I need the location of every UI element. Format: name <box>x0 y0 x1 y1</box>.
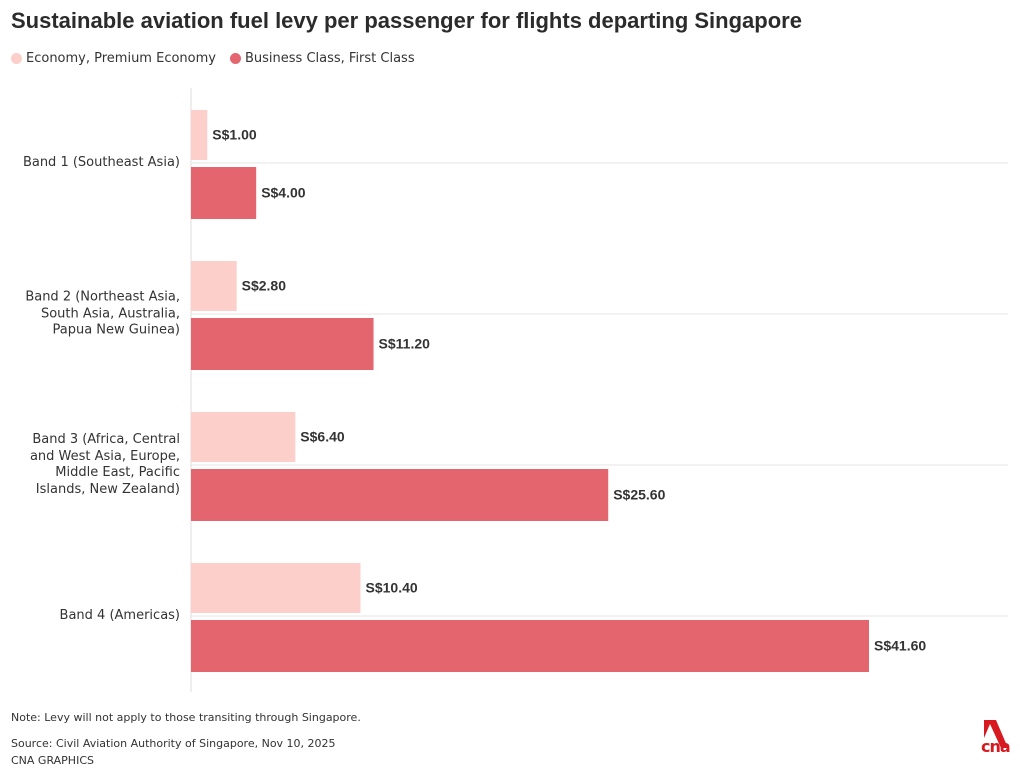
legend: Economy, Premium Economy Business Class, … <box>11 51 415 66</box>
note: Note: Levy will not apply to those trans… <box>11 711 361 724</box>
logo: cna <box>981 737 1011 756</box>
legend-label: Business Class, First Class <box>244 51 415 66</box>
legend-item: Business Class, First Class <box>229 51 415 66</box>
bar <box>191 620 869 672</box>
bar <box>191 563 361 613</box>
legend-swatch <box>229 53 241 64</box>
value-label: S$1.00 <box>212 127 257 143</box>
category-label: Band 1 (Southeast Asia) <box>22 154 180 170</box>
bar <box>191 110 208 160</box>
legend-label: Economy, Premium Economy <box>26 51 216 66</box>
value-label: S$4.00 <box>261 185 306 201</box>
value-label: S$2.80 <box>242 278 287 294</box>
legend-swatch <box>11 53 22 64</box>
chart-title: Sustainable aviation fuel levy per passe… <box>11 8 802 33</box>
value-label: S$6.40 <box>300 429 345 445</box>
category-label: Band 3 (Africa, Central and West Asia, E… <box>29 432 180 497</box>
category-label: Band 4 (Americas) <box>59 607 180 623</box>
bar <box>191 469 609 521</box>
bar <box>191 167 257 219</box>
bar <box>191 261 237 311</box>
category-label: Band 2 (Northeast Asia, South Asia, Aust… <box>25 289 180 338</box>
source: Source: Civil Aviation Authority of Sing… <box>11 737 336 750</box>
value-label: S$41.60 <box>874 638 926 654</box>
credit: CNA GRAPHICS <box>11 754 94 767</box>
logo-mark <box>984 720 1008 748</box>
bar <box>191 318 374 370</box>
legend-item: Economy, Premium Economy <box>11 51 216 66</box>
bar <box>191 412 296 462</box>
value-label: S$25.60 <box>613 487 665 503</box>
value-label: S$10.40 <box>366 580 418 596</box>
value-label: S$11.20 <box>379 336 431 352</box>
